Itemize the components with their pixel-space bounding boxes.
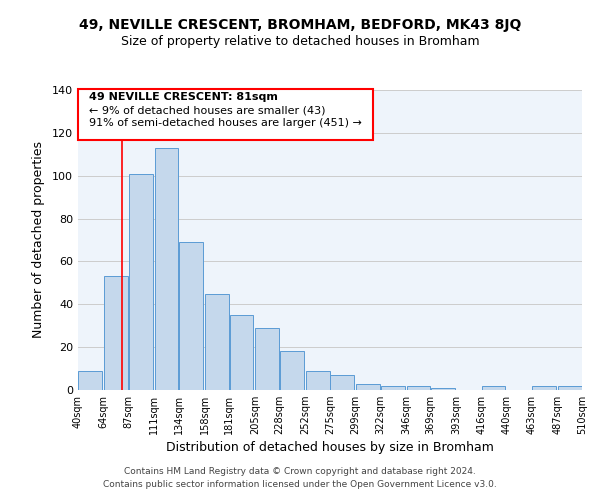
Bar: [331, 375, 354, 390]
Bar: [431, 388, 455, 390]
Bar: [205, 294, 229, 390]
Bar: [532, 386, 556, 390]
Text: 91% of semi-detached houses are larger (451) →: 91% of semi-detached houses are larger (…: [89, 118, 362, 128]
Bar: [280, 352, 304, 390]
Bar: [306, 370, 329, 390]
Bar: [155, 148, 178, 390]
Text: 49 NEVILLE CRESCENT: 81sqm: 49 NEVILLE CRESCENT: 81sqm: [89, 92, 278, 102]
Text: 49, NEVILLE CRESCENT, BROMHAM, BEDFORD, MK43 8JQ: 49, NEVILLE CRESCENT, BROMHAM, BEDFORD, …: [79, 18, 521, 32]
X-axis label: Distribution of detached houses by size in Bromham: Distribution of detached houses by size …: [166, 442, 494, 454]
FancyBboxPatch shape: [78, 88, 373, 140]
Bar: [129, 174, 152, 390]
Y-axis label: Number of detached properties: Number of detached properties: [32, 142, 45, 338]
Bar: [356, 384, 380, 390]
Bar: [407, 386, 430, 390]
Bar: [256, 328, 279, 390]
Bar: [230, 315, 253, 390]
Bar: [482, 386, 505, 390]
Bar: [179, 242, 203, 390]
Text: ← 9% of detached houses are smaller (43): ← 9% of detached houses are smaller (43): [89, 105, 326, 115]
Text: Size of property relative to detached houses in Bromham: Size of property relative to detached ho…: [121, 35, 479, 48]
Bar: [381, 386, 404, 390]
Bar: [104, 276, 128, 390]
Bar: [79, 370, 102, 390]
Bar: [558, 386, 581, 390]
Text: Contains public sector information licensed under the Open Government Licence v3: Contains public sector information licen…: [103, 480, 497, 489]
Text: Contains HM Land Registry data © Crown copyright and database right 2024.: Contains HM Land Registry data © Crown c…: [124, 467, 476, 476]
